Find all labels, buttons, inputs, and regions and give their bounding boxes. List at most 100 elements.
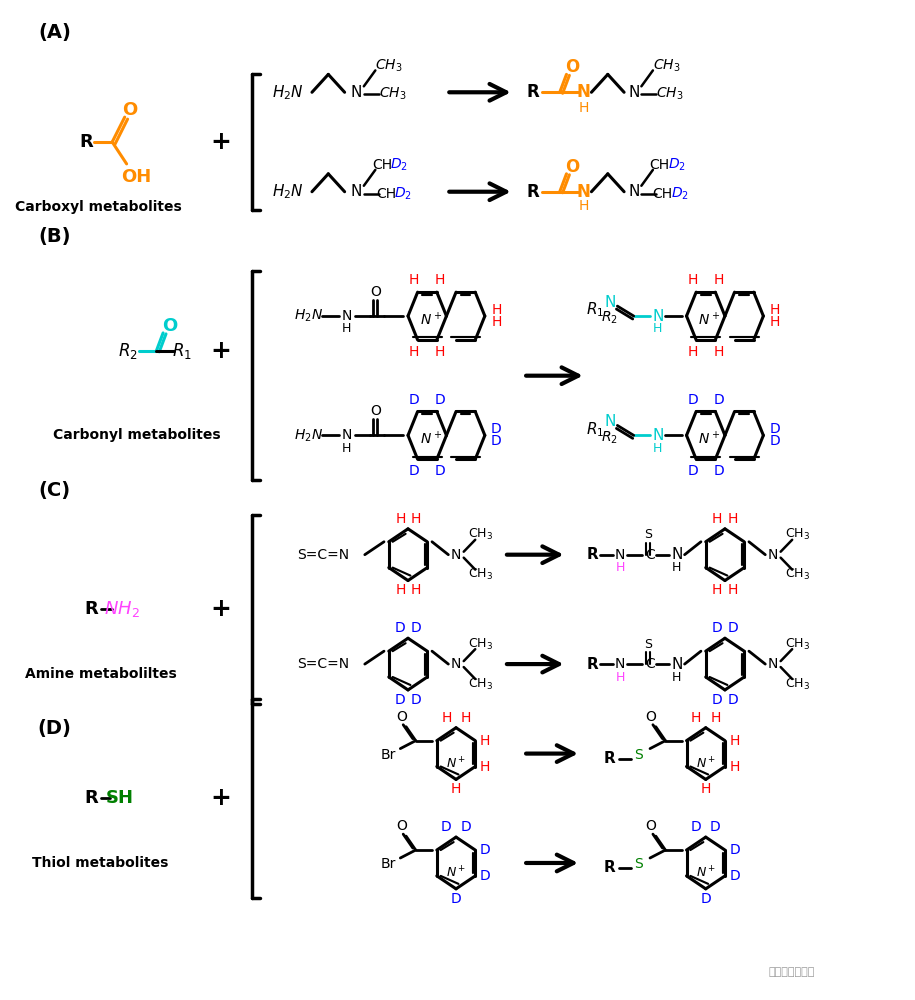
Text: N: N [604, 295, 616, 310]
Text: H: H [770, 303, 780, 317]
Text: N: N [576, 83, 591, 101]
Text: H: H [653, 442, 662, 455]
Text: CH$_3$: CH$_3$ [468, 676, 493, 692]
Text: N: N [652, 309, 663, 324]
Text: CH: CH [652, 187, 673, 201]
Text: N: N [615, 657, 626, 671]
Text: H: H [411, 512, 421, 526]
Text: H: H [770, 315, 780, 329]
Text: N: N [629, 85, 640, 100]
Text: $N^+$: $N^+$ [698, 430, 721, 448]
Text: O: O [396, 710, 407, 724]
Text: D: D [700, 892, 711, 906]
Text: H: H [451, 782, 461, 796]
Text: D: D [712, 621, 723, 635]
Text: +: + [210, 339, 231, 363]
Text: Br: Br [382, 857, 396, 871]
Text: H: H [653, 322, 662, 335]
Text: O: O [370, 404, 381, 418]
Text: H: H [479, 734, 490, 748]
Text: R: R [84, 600, 98, 618]
Text: H: H [673, 671, 682, 684]
Text: D: D [491, 422, 501, 436]
Text: D: D [770, 434, 780, 448]
Text: D: D [712, 693, 723, 707]
Text: N: N [615, 548, 626, 562]
Text: CH$_3$: CH$_3$ [785, 567, 811, 582]
Text: $D_2$: $D_2$ [391, 157, 408, 173]
Text: Carbonyl metabolites: Carbonyl metabolites [53, 428, 221, 442]
Text: O: O [646, 710, 656, 724]
Text: S: S [644, 528, 652, 541]
Text: R: R [587, 657, 598, 672]
Text: D: D [479, 869, 490, 883]
Text: D: D [714, 393, 724, 407]
Text: H: H [712, 512, 723, 526]
Text: N: N [451, 548, 461, 562]
Text: H: H [479, 760, 490, 774]
Text: N: N [652, 428, 663, 443]
Text: $N^+$: $N^+$ [420, 311, 442, 328]
Text: CH$_3$: CH$_3$ [468, 567, 493, 582]
Text: CH: CH [650, 158, 670, 172]
Text: $N^+$: $N^+$ [695, 866, 716, 881]
Text: N: N [350, 85, 361, 100]
Text: CH$_3$: CH$_3$ [785, 676, 811, 692]
Text: N: N [672, 657, 683, 672]
Text: H: H [729, 760, 739, 774]
Text: D: D [729, 869, 740, 883]
Text: R: R [80, 133, 93, 151]
Text: R: R [604, 751, 616, 766]
Text: D: D [395, 693, 405, 707]
Text: CH$_3$: CH$_3$ [785, 527, 811, 542]
Text: S=C=N: S=C=N [297, 657, 350, 671]
Text: S: S [634, 748, 643, 762]
Text: N: N [768, 657, 778, 671]
Text: H: H [691, 711, 701, 725]
Text: $CH_3$: $CH_3$ [379, 86, 406, 102]
Text: H: H [673, 561, 682, 574]
Text: H: H [714, 273, 724, 287]
Text: D: D [435, 393, 446, 407]
Text: O: O [646, 819, 656, 833]
Text: D: D [410, 621, 421, 635]
Text: $H_2N$: $H_2N$ [272, 182, 304, 201]
Text: R: R [84, 789, 98, 807]
Text: R: R [526, 83, 539, 101]
Text: O: O [565, 58, 579, 76]
Text: O: O [370, 285, 381, 299]
Text: $N^+$: $N^+$ [695, 756, 716, 772]
Text: D: D [410, 693, 421, 707]
Text: D: D [710, 820, 721, 834]
Text: H: H [687, 273, 698, 287]
Text: O: O [565, 158, 579, 176]
Text: H: H [578, 101, 589, 115]
Text: H: H [441, 711, 452, 725]
Text: (C): (C) [38, 481, 70, 500]
Text: H: H [727, 512, 737, 526]
Text: H: H [701, 782, 711, 796]
Text: D: D [691, 820, 702, 834]
Text: H: H [409, 345, 419, 359]
Text: N: N [672, 547, 683, 562]
Text: N: N [341, 428, 351, 442]
Text: $H_2N$: $H_2N$ [294, 308, 323, 324]
Text: $N^+$: $N^+$ [698, 311, 721, 328]
Text: +: + [210, 130, 231, 154]
Text: $D_2$: $D_2$ [668, 157, 686, 173]
Text: Br: Br [382, 748, 396, 762]
Text: $N^+$: $N^+$ [446, 866, 466, 881]
Text: SH: SH [106, 789, 134, 807]
Text: H: H [436, 345, 446, 359]
Text: H: H [460, 711, 471, 725]
Text: C: C [645, 548, 655, 562]
Text: $D_2$: $D_2$ [671, 186, 689, 202]
Text: CH: CH [376, 187, 396, 201]
Text: (B): (B) [38, 227, 70, 246]
Text: N: N [451, 657, 461, 671]
Text: O: O [122, 101, 137, 119]
Text: N: N [604, 414, 616, 429]
Text: D: D [441, 820, 452, 834]
Text: $D_2$: $D_2$ [394, 186, 412, 202]
Text: D: D [687, 393, 698, 407]
